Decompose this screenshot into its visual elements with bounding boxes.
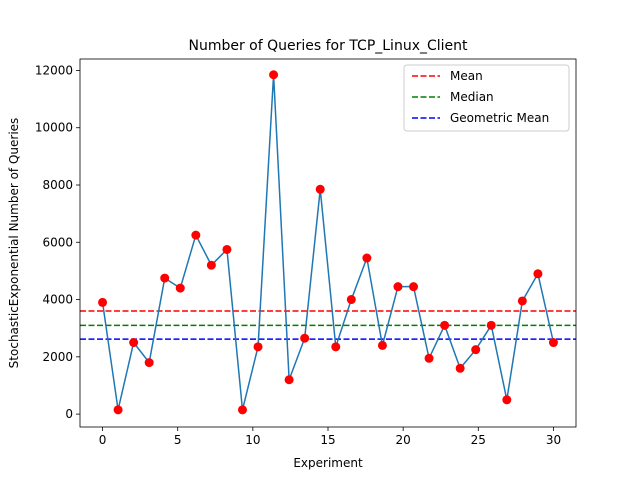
x-tick-label: 0 xyxy=(99,433,107,447)
data-point xyxy=(284,375,294,385)
y-tick-label: 4000 xyxy=(42,293,73,307)
y-tick-label: 2000 xyxy=(42,350,73,364)
data-point xyxy=(191,230,201,240)
data-point xyxy=(409,282,419,292)
axes: 0 5 10 15 20 25 30 0 2000 4000 6000 8000 10000 12000 xyxy=(35,58,577,447)
legend-label: Median xyxy=(450,90,494,104)
data-point xyxy=(175,283,185,293)
data-point xyxy=(393,282,403,292)
data-point xyxy=(315,184,325,194)
data-point xyxy=(486,320,496,330)
data-point xyxy=(533,269,543,279)
data-point xyxy=(424,353,434,363)
data-point xyxy=(222,244,232,254)
x-tick-label: 20 xyxy=(396,433,411,447)
x-tick-label: 5 xyxy=(174,433,182,447)
data-point xyxy=(253,342,263,352)
y-axis-label: StochasticExponential Number of Queries xyxy=(7,118,21,369)
y-tick-label: 8000 xyxy=(42,178,73,192)
x-tick-label: 10 xyxy=(245,433,260,447)
data-point xyxy=(548,338,558,348)
y-tick-label: 6000 xyxy=(42,235,73,249)
x-axis-label: Experiment xyxy=(293,456,363,470)
data-point xyxy=(471,345,481,355)
data-point xyxy=(300,333,310,343)
data-point xyxy=(98,297,108,307)
data-point xyxy=(517,296,527,306)
data-point xyxy=(377,340,387,350)
x-tick-label: 30 xyxy=(546,433,561,447)
y-tick-label: 0 xyxy=(65,407,73,421)
data-point xyxy=(113,405,123,415)
legend: Mean Median Geometric Mean xyxy=(403,64,570,132)
legend-label: Mean xyxy=(450,69,483,83)
data-point xyxy=(455,363,465,373)
data-point xyxy=(331,342,341,352)
y-tick-label: 12000 xyxy=(35,63,73,77)
data-point xyxy=(206,260,216,270)
x-tick-label: 25 xyxy=(471,433,486,447)
data-point xyxy=(160,273,170,283)
legend-label: Geometric Mean xyxy=(450,111,549,125)
data-point xyxy=(269,70,279,80)
series-layer xyxy=(98,70,558,415)
x-tick-label: 15 xyxy=(320,433,335,447)
data-point xyxy=(144,358,154,368)
data-point xyxy=(237,405,247,415)
data-point xyxy=(129,338,139,348)
data-point xyxy=(346,295,356,305)
data-point xyxy=(502,395,512,405)
legend-frame xyxy=(403,64,570,132)
data-point xyxy=(362,253,372,263)
chart-title: Number of Queries for TCP_Linux_Client xyxy=(188,38,468,54)
y-tick-label: 10000 xyxy=(35,121,73,135)
data-point xyxy=(440,320,450,330)
